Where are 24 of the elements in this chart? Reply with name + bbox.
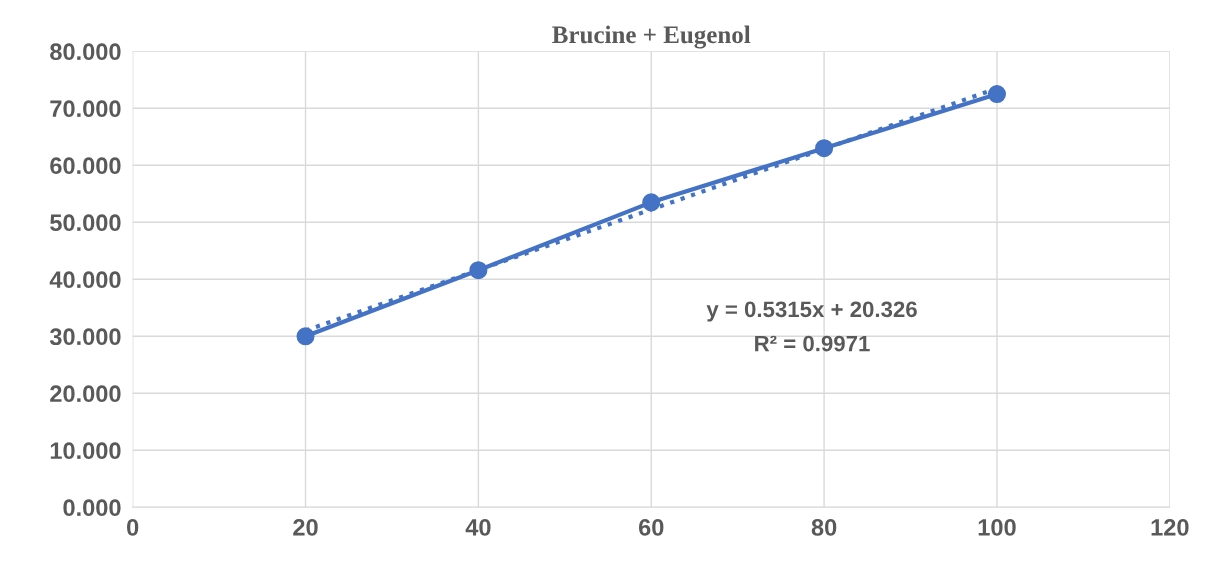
y-tick-label: 10.000: [50, 442, 121, 460]
y-tick-label: 40.000: [49, 271, 121, 289]
point: [815, 139, 834, 158]
point: [296, 327, 315, 346]
x-tick-label: 0: [127, 519, 139, 536]
annotation: y = 0.5315x + 20.326: [706, 301, 917, 322]
point: [987, 85, 1006, 104]
x-tick-label: 120: [1151, 519, 1189, 536]
annotation: R² = 0.9971: [755, 335, 870, 352]
y-tick-label: 0.000: [63, 499, 121, 517]
y-tick-label: 50.000: [50, 214, 121, 232]
y-tick-label: 30.000: [49, 328, 121, 346]
point: [469, 261, 488, 280]
x-tick-label: 40: [465, 519, 491, 536]
x-tick-label: 100: [978, 519, 1016, 536]
point: [642, 193, 661, 212]
y-tick-label: 20.000: [50, 385, 121, 403]
x-tick-label: 80: [811, 519, 837, 536]
chart-title: Brucine + Eugenol: [552, 25, 751, 49]
y-tick-label: 80.000: [50, 43, 121, 61]
y-tick-label: 60.000: [50, 157, 121, 175]
x-tick-label: 60: [638, 519, 664, 536]
y-tick-label: 70.000: [50, 100, 121, 118]
x-tick-label: 20: [293, 519, 318, 536]
